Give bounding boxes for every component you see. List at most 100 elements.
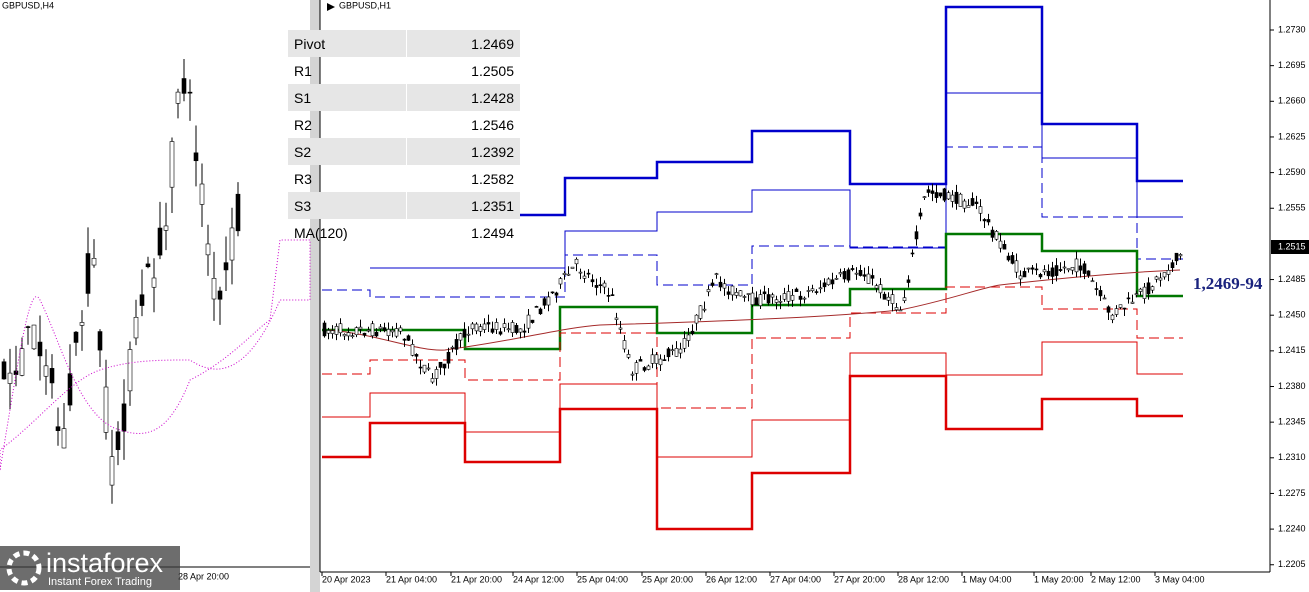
level-value: 1.2351 <box>471 197 514 214</box>
candle-body <box>1114 308 1119 315</box>
candle-body <box>890 294 895 304</box>
r2-line <box>370 92 1183 269</box>
candle-body <box>1158 277 1163 281</box>
candle-body <box>390 329 395 333</box>
candle-body <box>698 305 703 319</box>
candle-body <box>798 295 803 300</box>
level-name: S3 <box>288 192 407 219</box>
candle-body <box>1046 270 1051 277</box>
candle-body <box>229 227 235 261</box>
candle-body <box>181 78 187 94</box>
time-label: 1 May 20:00 <box>1034 574 1084 584</box>
candle-body <box>1090 280 1095 283</box>
candle-body <box>478 326 483 332</box>
candle-body <box>1018 275 1023 280</box>
candle-body <box>1062 266 1067 269</box>
s1-line <box>322 286 1183 409</box>
candle-body <box>778 300 783 303</box>
r1-line <box>322 146 1183 298</box>
candle-body <box>1130 301 1135 304</box>
candle-body <box>1154 276 1159 280</box>
time-label: 25 Apr 20:00 <box>642 574 693 584</box>
candle-body <box>151 277 157 288</box>
level-name: S2 <box>288 138 407 165</box>
candle-body <box>1134 293 1139 296</box>
candle-body <box>750 292 755 305</box>
candle-body <box>766 294 771 304</box>
candle-body <box>918 212 923 217</box>
time-label: 2 May 12:00 <box>1091 574 1141 584</box>
table-row: S3 1.2351 <box>288 192 520 219</box>
candle-body <box>458 333 463 341</box>
candle-body <box>1030 267 1035 270</box>
candle-body <box>346 332 351 337</box>
candle-body <box>926 189 931 193</box>
candle-body <box>67 373 73 406</box>
candle-body <box>866 273 871 284</box>
candle-body <box>782 293 787 300</box>
candle-body <box>786 291 791 302</box>
candle-body <box>602 282 607 288</box>
candle-body <box>646 365 651 370</box>
candle-body <box>386 329 391 336</box>
candle-body <box>642 367 647 371</box>
candle-body <box>902 297 907 301</box>
table-row: S2 1.2392 <box>288 138 520 165</box>
candle-body <box>742 296 747 298</box>
candle-body <box>526 314 531 329</box>
candle-body <box>534 306 539 308</box>
candle-body <box>1102 297 1107 300</box>
candle-body <box>37 341 43 357</box>
candle-body <box>510 322 515 333</box>
candle-body <box>842 271 847 280</box>
candle-body <box>678 348 683 354</box>
candle-body <box>582 275 587 279</box>
price-label: 1.2205 <box>1278 559 1306 569</box>
candle-body <box>414 354 419 357</box>
candle-body <box>850 268 855 270</box>
level-value: 1.2546 <box>471 116 514 133</box>
candle-body <box>418 366 423 369</box>
table-row: R1 1.2505 <box>288 57 520 84</box>
candle-body <box>542 298 547 306</box>
candle-body <box>606 295 611 297</box>
candle-body <box>874 285 879 289</box>
candle-body <box>115 431 121 450</box>
candle-body <box>530 319 535 323</box>
candle-body <box>31 324 37 350</box>
candle-body <box>187 91 193 94</box>
candle-body <box>362 332 367 336</box>
candle-body <box>358 326 363 330</box>
candle-body <box>546 296 551 306</box>
candle-body <box>990 229 995 238</box>
candle-body <box>946 192 951 200</box>
candle-body <box>490 328 495 333</box>
candle-body <box>938 192 943 197</box>
candle-body <box>734 292 739 296</box>
time-label: 28 Apr 12:00 <box>898 574 949 584</box>
ma-line <box>329 269 1181 351</box>
candle-body <box>1142 286 1147 299</box>
candle-body <box>103 386 109 433</box>
candle-body <box>498 331 503 335</box>
candle-body <box>7 372 13 384</box>
candle-body <box>898 309 903 312</box>
candle-body <box>1010 255 1015 264</box>
candle-body <box>61 428 67 449</box>
candle-body <box>25 326 31 328</box>
candle-body <box>1058 269 1063 271</box>
table-row: R3 1.2582 <box>288 165 520 192</box>
watermark: instaforex Instant Forex Trading <box>0 546 180 590</box>
candle-body <box>638 359 643 362</box>
candle-body <box>133 316 139 339</box>
candle-body <box>1174 252 1179 262</box>
candle-body <box>518 328 523 333</box>
candle-body <box>1082 263 1087 274</box>
candle-body <box>406 335 411 341</box>
candle-body <box>690 330 695 335</box>
candle-body <box>574 258 579 265</box>
candle-body <box>682 338 687 349</box>
logo <box>6 550 42 586</box>
